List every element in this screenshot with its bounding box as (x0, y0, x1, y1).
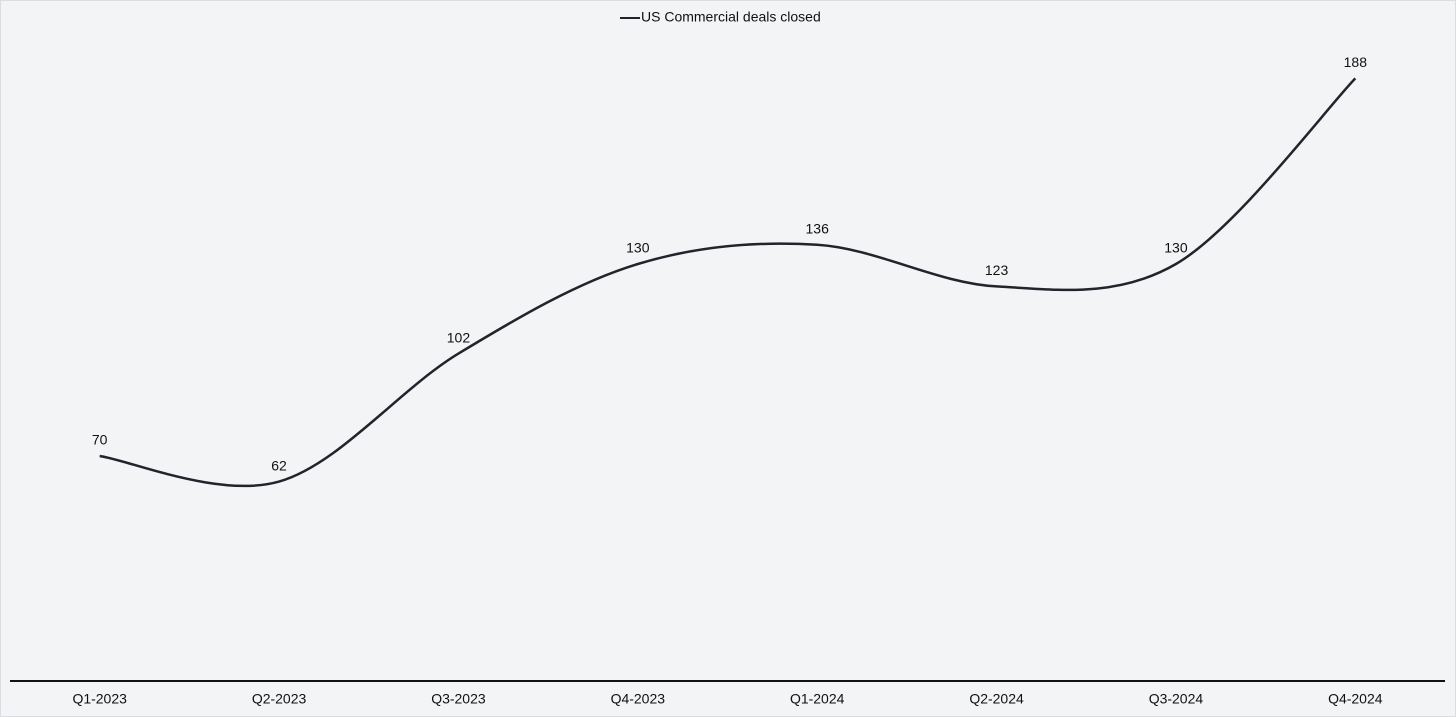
data-label: 70 (92, 432, 108, 448)
x-tick-label: Q3-2024 (1149, 691, 1204, 707)
x-tick-label: Q4-2023 (611, 691, 666, 707)
data-label: 136 (806, 221, 830, 237)
x-tick-label: Q1-2024 (790, 691, 845, 707)
x-tick-label: Q2-2024 (969, 691, 1024, 707)
data-label: 130 (1164, 240, 1188, 256)
x-tick-label: Q2-2023 (252, 691, 307, 707)
x-tick-label: Q4-2024 (1328, 691, 1383, 707)
data-label: 62 (271, 457, 287, 473)
legend-label: US Commercial deals closed (641, 9, 821, 25)
line-series (99, 77, 1357, 488)
data-label: 188 (1344, 54, 1368, 70)
data-label: 102 (447, 329, 471, 345)
x-tick-label: Q1-2023 (72, 691, 127, 707)
x-tick-label: Q3-2023 (431, 691, 486, 707)
data-label: 130 (626, 240, 650, 256)
data-label: 123 (985, 262, 1009, 278)
